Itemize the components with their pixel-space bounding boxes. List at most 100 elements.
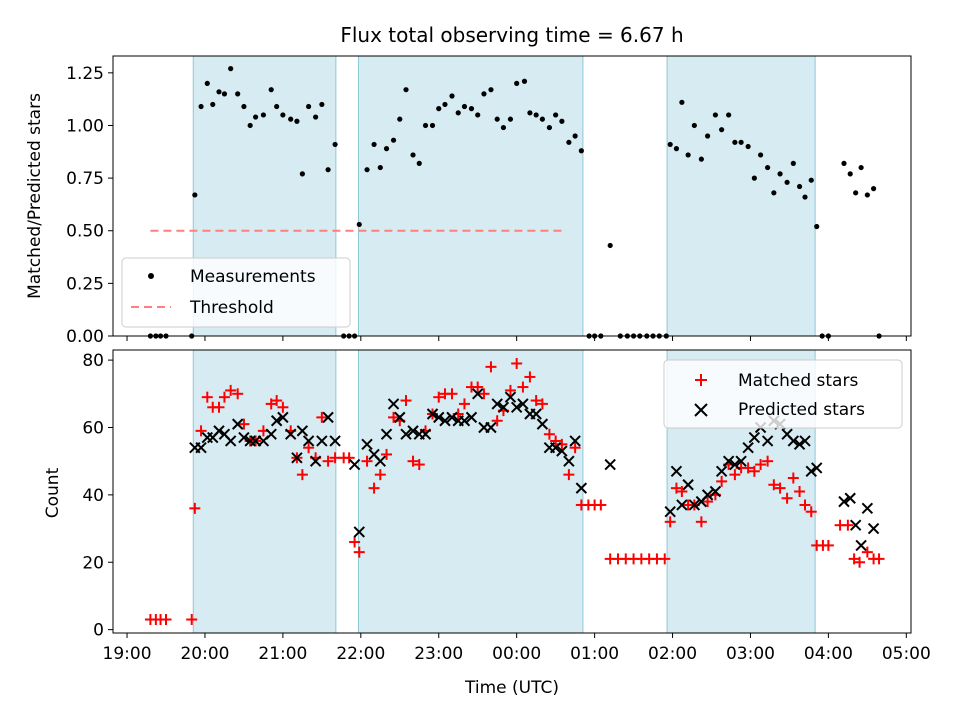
measurement-point <box>790 160 796 166</box>
legend-matched-marker <box>695 374 707 386</box>
predicted-point <box>569 435 581 447</box>
legend-matched-label: Matched stars <box>738 371 858 391</box>
bottom-x-tick-label: 05:00 <box>882 644 931 664</box>
measurement-point <box>527 110 533 116</box>
matched-point <box>232 388 244 400</box>
predicted-point <box>426 408 439 420</box>
measurement-point <box>521 78 528 84</box>
predicted-point <box>504 391 517 403</box>
matched-point <box>595 499 607 511</box>
matched-point <box>458 398 470 410</box>
measurement-point <box>500 124 507 131</box>
bottom-x-tick-label: 01:00 <box>570 644 619 664</box>
predicted-point <box>715 465 728 477</box>
top-y-ticks: 0.00 0.25 0.50 0.75 1.00 1.25 <box>66 64 113 347</box>
bottom-y-axis-label: Count <box>43 467 63 518</box>
measurement-point <box>719 127 725 133</box>
measurement-point <box>673 146 680 152</box>
measurement-point <box>864 192 870 198</box>
top-legend-box <box>121 257 351 328</box>
matched-point <box>374 469 386 481</box>
predicted-point <box>316 435 328 447</box>
matched-point <box>296 469 308 481</box>
matched-point <box>388 411 400 423</box>
predicted-point <box>575 482 588 494</box>
predicted-point <box>361 438 373 451</box>
matched-point <box>271 395 283 407</box>
measurement-point <box>514 80 520 86</box>
predicted-point <box>563 455 575 467</box>
top-y-tick-label: 0.25 <box>66 274 104 294</box>
predicted-point <box>302 435 315 447</box>
measurement-point <box>572 133 578 139</box>
predicted-point <box>793 438 806 451</box>
top-shaded-interval <box>357 55 584 337</box>
measurement-point <box>494 116 500 122</box>
measurement-point <box>442 101 448 108</box>
predicted-point <box>265 428 277 440</box>
matched-point <box>381 448 393 460</box>
matched-point <box>854 556 866 568</box>
legend-predicted-label: Predicted stars <box>738 400 865 420</box>
matched-point <box>716 475 728 487</box>
measurement-point <box>507 116 514 122</box>
measurement-point <box>268 87 274 93</box>
measurement-points <box>147 66 882 339</box>
measurement-point <box>403 87 409 93</box>
legend-threshold-label: Threshold <box>189 298 274 318</box>
predicted-point <box>380 428 393 440</box>
predicted-point <box>400 428 412 440</box>
predicted-point <box>688 499 701 511</box>
predicted-point <box>446 411 458 424</box>
matched-point <box>799 499 811 511</box>
measurement-point <box>313 114 319 120</box>
predicted-point <box>861 502 874 515</box>
matched-point <box>504 384 516 396</box>
predicted-point <box>472 388 484 400</box>
measurement-point <box>847 171 853 177</box>
matched-point <box>524 371 536 383</box>
matched-point <box>195 425 207 437</box>
predicted-point <box>407 425 419 437</box>
measurement-point <box>553 112 559 118</box>
predicted-point <box>491 398 503 410</box>
bottom-x-tick-label: 03:00 <box>726 644 775 664</box>
measurement-point <box>745 143 751 150</box>
predicted-point <box>195 441 207 454</box>
predicted-point <box>458 415 471 427</box>
matched-point <box>550 435 562 447</box>
predicted-point <box>536 418 549 430</box>
measurement-point <box>364 167 370 173</box>
matched-point <box>343 452 355 464</box>
measurement-point <box>796 183 803 190</box>
measurement-point <box>253 114 259 120</box>
measurement-point <box>241 103 247 110</box>
predicted-point <box>855 539 867 552</box>
top-y-tick-label: 0.50 <box>66 222 104 242</box>
matched-point <box>755 459 767 471</box>
predicted-point <box>284 428 297 440</box>
x-axis-label: Time (UTC) <box>464 678 559 698</box>
matched-point <box>742 462 754 474</box>
matched-point <box>407 455 419 467</box>
measurement-point <box>449 93 455 99</box>
matched-point <box>491 415 503 427</box>
predicted-point <box>329 435 341 447</box>
bottom-y-tick-label: 0 <box>93 621 104 641</box>
matched-point <box>787 472 799 484</box>
predicted-point <box>348 458 361 471</box>
top-y-tick-label: 1.25 <box>66 64 104 84</box>
predicted-point <box>224 435 237 447</box>
predicted-point <box>238 431 250 444</box>
matched-point <box>353 546 365 558</box>
matched-point <box>781 492 793 504</box>
matched-point <box>695 516 707 528</box>
measurement-point <box>468 106 475 112</box>
predicted-point <box>748 431 761 444</box>
matched-point <box>805 506 817 518</box>
predicted-point <box>322 411 334 424</box>
matched-point <box>218 391 230 403</box>
matched-point <box>213 401 225 413</box>
bottom-x-tick-label: 02:00 <box>648 644 697 664</box>
measurement-point <box>481 91 487 97</box>
